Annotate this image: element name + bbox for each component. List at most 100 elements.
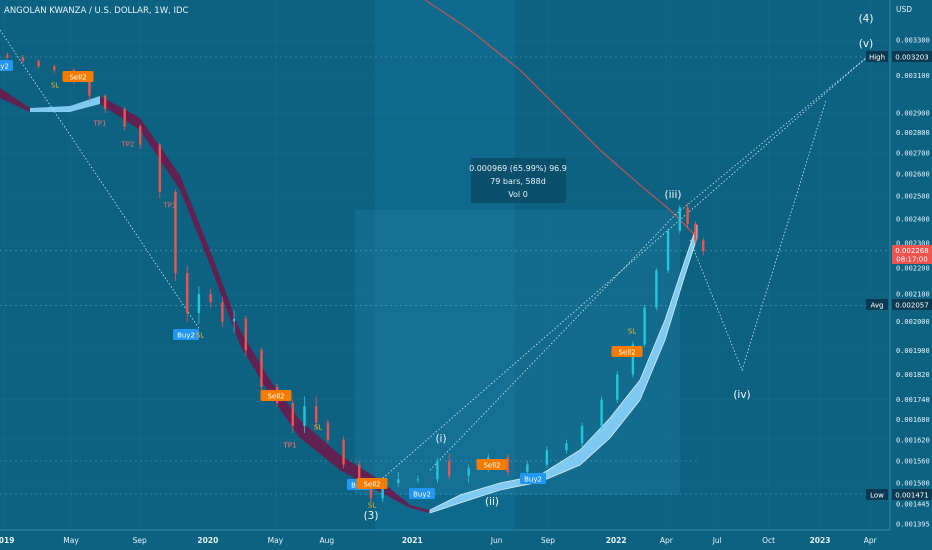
moving-average-line [424, 0, 696, 236]
wave-labels-layer: (4) (v) (iii) (iv) (i) (ii) (3) [364, 13, 874, 522]
candle-body [436, 461, 439, 480]
candle-body [88, 78, 91, 96]
measure-line-1: 0.000969 (65.99%) 96.9 [469, 164, 567, 173]
high-tag: High 0.003203 [866, 51, 932, 62]
x-tick-label: Apr [660, 536, 674, 545]
wave-label: (iv) [733, 389, 750, 401]
candle-body [643, 307, 646, 345]
measure-line-3: Vol 0 [508, 190, 528, 199]
currency-label: USD [896, 5, 912, 14]
signal-box [520, 473, 546, 484]
candle-body [565, 443, 568, 451]
signal-box [409, 488, 435, 499]
candle-body [123, 108, 126, 127]
candle-body [580, 426, 584, 444]
y-tick-label: 0.003300 [896, 37, 930, 45]
x-tick-label: Apr [864, 536, 878, 545]
signal-box [0, 60, 13, 71]
candle-body [53, 66, 56, 70]
chart-title: ANGOLAN KWANZA / U.S. DOLLAR, 1W, IDC [4, 6, 189, 16]
signal-label: TP2 [121, 141, 135, 149]
time-axis-ticks: 2019 May Sep 2020 May Aug 2021 Jun Sep 2022 Apr Jul… [0, 536, 878, 545]
y-tick-label: 0.003100 [896, 72, 930, 80]
wave-label: (i) [435, 433, 446, 445]
signal-box [611, 346, 643, 357]
signal-label: Sell2 [618, 349, 635, 357]
candle-body [678, 207, 682, 231]
x-tick-label: 2021 [402, 536, 423, 545]
signal-label: TP1 [93, 120, 107, 128]
candle-body [232, 318, 236, 322]
candle-body [369, 483, 373, 499]
signal-label: SL [196, 332, 204, 340]
measure-tooltip-box [471, 158, 566, 203]
signal-label: SL [628, 328, 636, 336]
bullish-band [429, 224, 698, 514]
candle-body [467, 468, 470, 476]
candle-body [702, 240, 705, 251]
high-label-box [866, 51, 888, 62]
y-tick-label: 0.001820 [896, 371, 930, 379]
wave-label: (4) [859, 13, 874, 25]
low-tag: Low 0.001471 [866, 489, 932, 500]
candle-body [342, 439, 345, 465]
candle-body [631, 344, 635, 375]
low-label: Low [870, 492, 884, 500]
x-tick-label: 2019 [0, 536, 14, 545]
avg-tag: Avg 0.002057 [866, 299, 932, 310]
candle-body [209, 294, 212, 303]
y-tick-label: 0.002100 [896, 291, 930, 299]
y-tick-label: 0.002600 [896, 171, 930, 179]
candle-body [381, 483, 384, 499]
candle-body [447, 461, 451, 476]
candle-body [291, 402, 294, 427]
candle-body [260, 350, 263, 387]
avg-label: Avg [871, 302, 884, 310]
price-axis-ticks: 0.003300 0.003100 0.002900 0.002800 0.002700… [896, 37, 930, 529]
candle-body [506, 457, 509, 472]
signal-label: Buy2 [524, 476, 542, 484]
candle-body [616, 374, 619, 400]
wave-label: (3) [364, 510, 379, 522]
y-tick-label: 0.001500 [896, 480, 930, 488]
candle-body [545, 450, 549, 465]
high-value: 0.003203 [895, 54, 928, 62]
candle-body [221, 302, 224, 322]
candle-body [397, 479, 400, 484]
y-tick-label: 0.002800 [896, 129, 930, 137]
wave-label: (ii) [485, 496, 499, 508]
signal-label: TP3 [163, 202, 177, 210]
high-value-box [892, 51, 932, 62]
current-price-box [892, 245, 932, 264]
candle-body [655, 270, 658, 308]
candles-layer [6, 52, 705, 503]
signal-label: Sell2 [363, 481, 380, 489]
candle-body [6, 54, 9, 58]
candle-body [174, 191, 177, 274]
y-tick-label: 0.002700 [896, 149, 930, 157]
signal-label: SL [51, 82, 59, 90]
avg-value-box [892, 299, 932, 310]
low-label-box [866, 489, 888, 500]
y-tick-label: 0.002000 [896, 318, 930, 326]
y-tick-label: 0.002900 [896, 109, 930, 117]
candle-body [303, 406, 306, 427]
indicator-band-layer [0, 88, 698, 514]
measure-line-2: 79 bars, 588d [490, 177, 546, 186]
x-tick-label: Jun [490, 536, 503, 545]
avg-label-box [866, 299, 888, 310]
signal-box [260, 390, 292, 401]
signal-label: Sell2 [267, 393, 284, 401]
x-tick-label: Jul [712, 536, 722, 545]
candle-body [158, 144, 162, 192]
signal-box [173, 329, 199, 340]
y-tick-label: 0.002500 [896, 193, 930, 201]
candle-body [686, 207, 689, 224]
candle-body [326, 422, 330, 440]
low-value: 0.001471 [895, 492, 928, 500]
signal-label: Sell2 [69, 74, 86, 82]
measure-tooltip: 0.000969 (65.99%) 96.9 79 bars, 588d Vol… [469, 158, 567, 203]
y-tick-label: 0.001395 [896, 520, 930, 528]
